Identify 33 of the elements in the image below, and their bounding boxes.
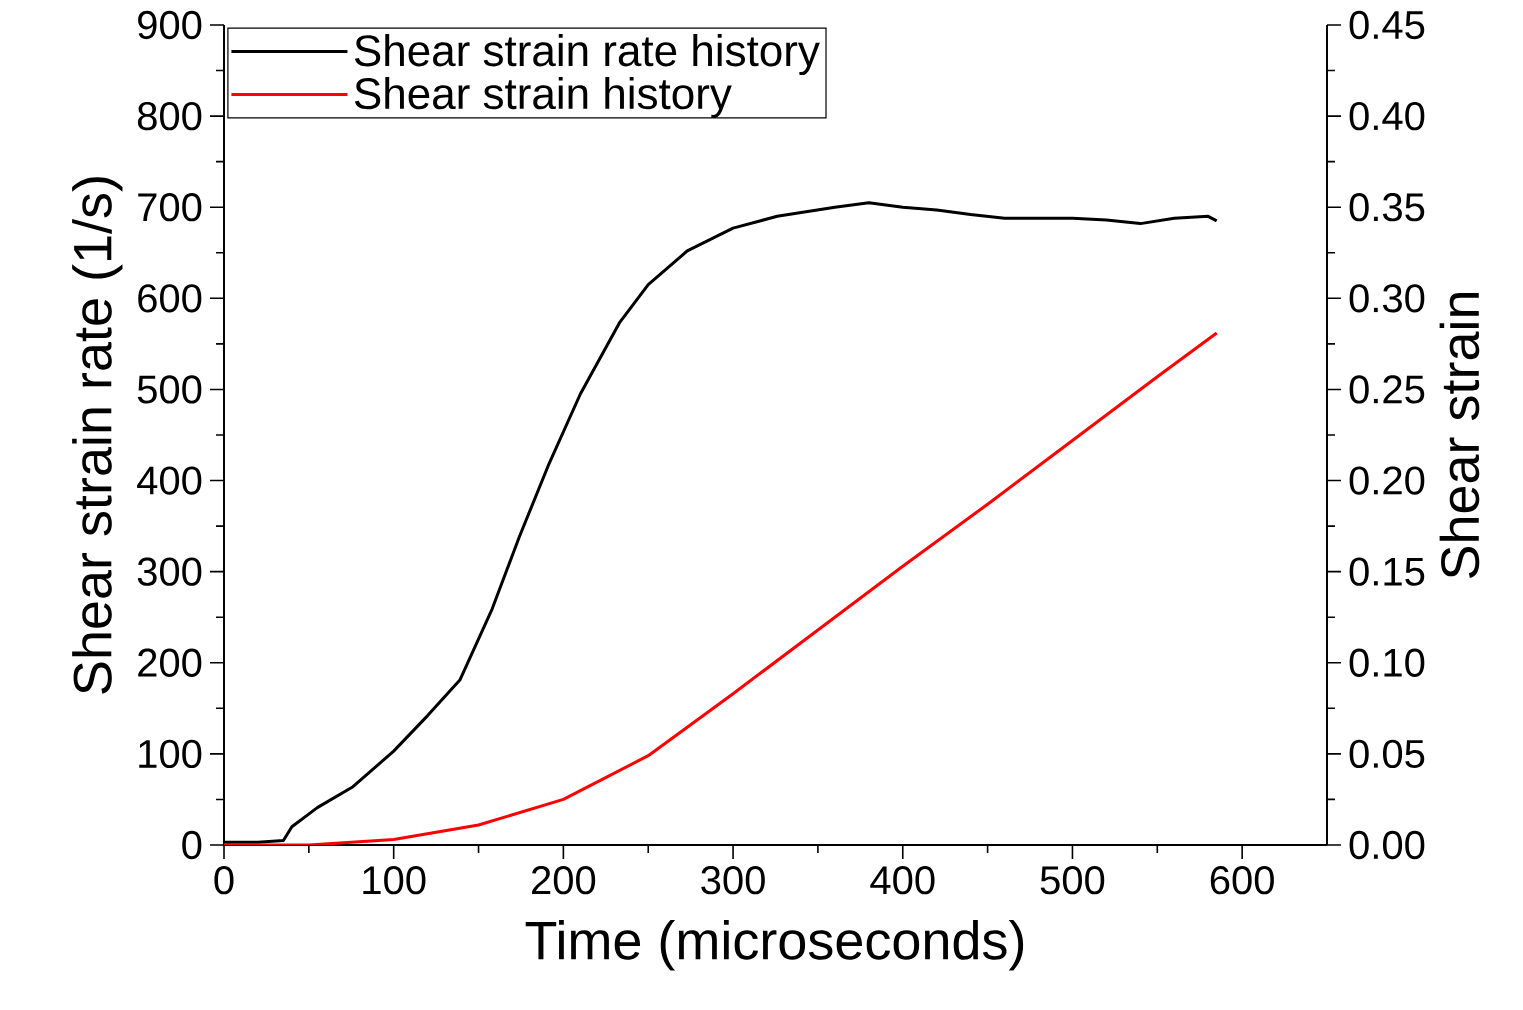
y-axis-title: Shear strain rate (1/s) <box>72 177 123 694</box>
y-tick-label: 100 <box>139 739 202 769</box>
y-tick-label: 600 <box>138 284 202 313</box>
y2-tick-label: 0.25 <box>1349 375 1425 404</box>
y-tick-label: 200 <box>138 648 202 677</box>
legend-label: Shear strain rate history <box>354 34 820 76</box>
y2-axis-title: Shear strain <box>1439 292 1480 579</box>
x-tick-label: 100 <box>363 866 426 895</box>
x-tick-label: 200 <box>532 866 596 895</box>
y-tick-label: 700 <box>138 193 202 222</box>
x-tick-label: 400 <box>870 866 935 895</box>
y2-tick-label: 0.45 <box>1349 10 1425 40</box>
y2-tick-label: 0.20 <box>1349 466 1425 495</box>
y-tick-label: 900 <box>138 10 202 40</box>
y2-tick-label: 0.40 <box>1349 101 1425 131</box>
y-tick-label: 800 <box>137 101 202 131</box>
y2-tick-label: 0.05 <box>1349 739 1425 769</box>
y2-tick-label: 0.00 <box>1349 830 1425 860</box>
x-tick-label: 0 <box>214 866 234 895</box>
y2-tick-label: 0.10 <box>1349 648 1425 677</box>
y-tick-label: 0 <box>182 830 202 860</box>
legend-label: Shear strain history <box>354 76 732 118</box>
y2-tick-label: 0.15 <box>1349 557 1425 586</box>
x-axis-title: Time (microseconds) <box>525 920 1024 971</box>
y-tick-label: 500 <box>137 375 202 404</box>
y-tick-label: 300 <box>137 557 202 586</box>
y2-tick-label: 0.35 <box>1349 193 1425 222</box>
line-series <box>224 331 1219 845</box>
x-tick-label: 600 <box>1210 866 1274 895</box>
y-tick-label: 400 <box>137 466 202 495</box>
x-tick-label: 500 <box>1040 866 1105 895</box>
y2-tick-label: 0.30 <box>1349 284 1425 313</box>
x-tick-label: 300 <box>701 866 765 895</box>
